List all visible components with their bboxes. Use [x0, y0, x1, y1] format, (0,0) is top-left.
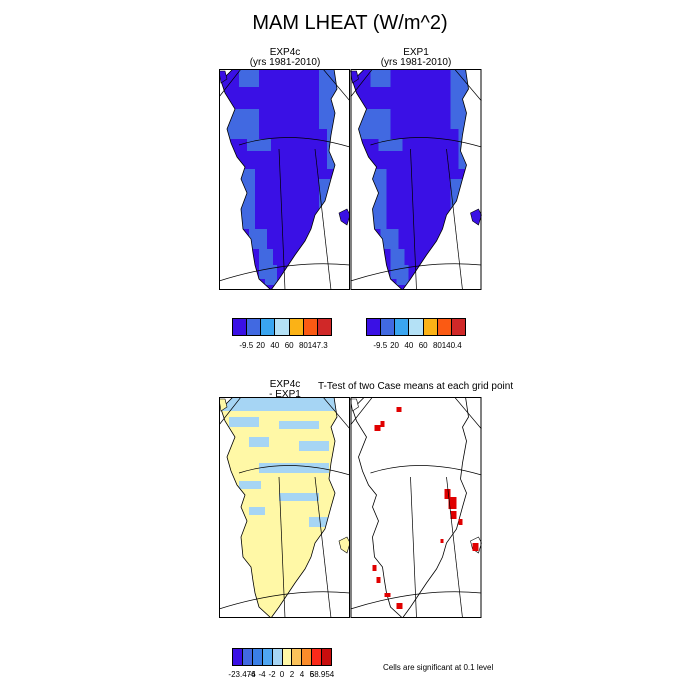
- colorbar-tick-label: 80: [432, 341, 442, 350]
- colorbar-tick-label: -4: [258, 670, 266, 679]
- colorbar-swatch: [233, 319, 248, 335]
- colorbar-swatch: [317, 319, 331, 335]
- colorbar-tick-label: 0: [279, 670, 285, 679]
- colorbar-tick-label: 6: [309, 670, 315, 679]
- colorbar-exp4c: [232, 318, 332, 336]
- colorbar-tick-label: -2: [268, 670, 276, 679]
- colorbar-tick-label: 60: [284, 341, 294, 350]
- colorbar-tick-label: 40: [270, 341, 280, 350]
- map-panel-diff: [219, 397, 350, 618]
- panel-years-exp4c: (yrs 1981-2010): [249, 57, 321, 68]
- map-panel-ttest: [350, 397, 482, 618]
- colorbar-exp1: [366, 318, 466, 336]
- map-lines-ttest: [350, 397, 482, 618]
- colorbar-tick-label: 20: [390, 341, 400, 350]
- colorbar-swatch: [423, 319, 438, 335]
- map-ttest: [350, 397, 482, 618]
- colorbar-swatch: [247, 319, 262, 335]
- colorbar-labels-diff: -23.474 -6 -4 -2 0 2 4 6 58.954: [228, 670, 335, 680]
- panel-name-exp4c: EXP4c: [269, 47, 301, 58]
- colorbar-tick-label: 147.3: [307, 341, 328, 350]
- colorbar-tick-label: 40: [404, 341, 414, 350]
- panel-title-exp4c: EXP4c (yrs 1981-2010): [220, 48, 350, 68]
- map-lines-exp1: [350, 69, 482, 290]
- panel-years-exp1: (yrs 1981-2010): [380, 57, 452, 68]
- colorbar-tick-label: 80: [298, 341, 308, 350]
- colorbar-swatch: [282, 649, 293, 665]
- figure-title: MAM LHEAT (W/m^2): [252, 12, 448, 34]
- map-lines-diff: [219, 397, 350, 618]
- colorbar-swatch: [262, 649, 273, 665]
- colorbar-tick-label: 60: [418, 341, 428, 350]
- colorbar-labels-exp1: -9.5 20 40 60 80 140.4: [366, 341, 466, 351]
- greenland-field-ttest: [350, 397, 482, 618]
- colorbar-labels-exp4c: -9.5 20 40 60 80 147.3: [232, 341, 332, 351]
- colorbar-tick-label: 20: [256, 341, 266, 350]
- ttest-title: T-Test of two Case means at each grid po…: [318, 381, 514, 392]
- panel-title-exp1: EXP1 (yrs 1981-2010): [351, 48, 481, 68]
- colorbar-swatch: [395, 319, 410, 335]
- colorbar-swatch: [242, 649, 253, 665]
- colorbar-swatch: [292, 649, 303, 665]
- map-diff: [219, 397, 350, 618]
- map-panel-exp1: [350, 69, 482, 290]
- colorbar-swatch: [275, 319, 290, 335]
- map-exp4c: [219, 69, 350, 290]
- greenland-field-exp4c: [219, 69, 350, 290]
- colorbar-swatch: [312, 649, 323, 665]
- colorbar-diff: [232, 648, 332, 666]
- colorbar-tick-label: 4: [299, 670, 305, 679]
- panel-name-diff: EXP4c: [269, 379, 301, 390]
- colorbar-swatch: [302, 649, 313, 665]
- colorbar-swatch: [322, 649, 332, 665]
- map-exp1: [350, 69, 482, 290]
- colorbar-swatch: [261, 319, 276, 335]
- significance-note: Cells are significant at 0.1 level: [383, 663, 494, 672]
- colorbar-tick-label: -23.474: [228, 670, 256, 679]
- colorbar-swatch: [367, 319, 382, 335]
- colorbar-swatch: [303, 319, 318, 335]
- colorbar-swatch: [451, 319, 465, 335]
- colorbar-tick-label: -9.5: [239, 341, 254, 350]
- colorbar-tick-label: 140.4: [441, 341, 462, 350]
- colorbar-tick-label: -6: [248, 670, 256, 679]
- colorbar-tick-label: 58.954: [309, 670, 335, 679]
- colorbar-swatch: [381, 319, 396, 335]
- map-panel-exp4c: [219, 69, 350, 290]
- colorbar-swatch: [272, 649, 283, 665]
- panel-subtitle-diff: - EXP1: [269, 389, 301, 400]
- colorbar-tick-label: 2: [289, 670, 295, 679]
- panel-title-diff: EXP4c - EXP1: [220, 380, 350, 400]
- panel-name-exp1: EXP1: [403, 47, 429, 58]
- colorbar-swatch: [409, 319, 424, 335]
- colorbar-swatch: [289, 319, 304, 335]
- map-lines-exp4c: [219, 69, 350, 290]
- greenland-field-exp1: [350, 69, 482, 290]
- greenland-field-diff: [219, 397, 350, 618]
- colorbar-swatch: [437, 319, 452, 335]
- colorbar-tick-label: -9.5: [373, 341, 388, 350]
- colorbar-swatch: [252, 649, 263, 665]
- colorbar-swatch: [233, 649, 243, 665]
